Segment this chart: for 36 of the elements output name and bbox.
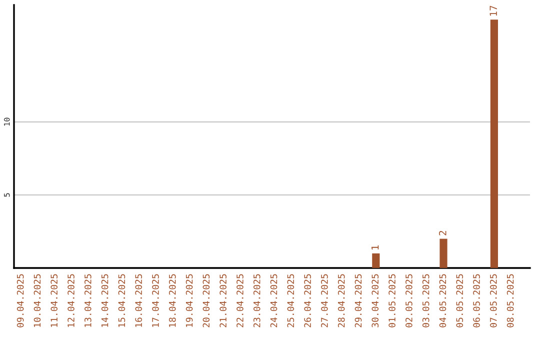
x-tick-label: 17.04.2025: [152, 274, 159, 327]
x-tick-label: 13.04.2025: [84, 274, 92, 327]
bar: [490, 20, 498, 268]
x-tick-label: 01.05.2025: [388, 274, 396, 328]
x-tick-label: 18.04.2025: [168, 274, 176, 327]
x-tick-label: 25.04.2025: [287, 274, 294, 328]
x-tick-label: 30.04.2025: [372, 274, 379, 328]
data-label: 1: [372, 245, 379, 250]
x-tick-label: 03.05.2025: [422, 274, 430, 328]
x-tick-label: 29.04.2025: [354, 274, 362, 328]
x-tick-label: 11.04.2025: [50, 274, 58, 327]
x-tick-label: 24.04.2025: [270, 274, 278, 328]
x-tick-label: 05.05.2025: [456, 274, 464, 328]
x-tick-label: 06.05.2025: [473, 274, 480, 328]
x-tick-label: 09.04.2025: [16, 274, 24, 328]
x-tick-label: 16.04.2025: [135, 274, 142, 327]
bar: [440, 238, 448, 268]
bar: [372, 253, 380, 268]
x-tick-label: 12.04.2025: [68, 274, 74, 327]
x-tick-label: 10.04.2025: [34, 274, 41, 327]
x-tick-label: 15.04.2025: [118, 274, 126, 327]
x-tick-label: 04.05.2025: [439, 274, 446, 328]
data-label: 17: [490, 6, 497, 16]
x-tick-label: 22.04.2025: [236, 274, 244, 328]
x-tick-label: 28.04.2025: [338, 274, 345, 328]
x-tick-label: 26.04.2025: [304, 274, 311, 328]
x-tick-label: 08.05.2025: [506, 274, 514, 328]
data-label: 2: [438, 230, 446, 236]
x-tick-label: 27.04.2025: [321, 274, 328, 328]
x-tick-label: 19.04.2025: [186, 274, 193, 327]
x-tick-label: 21.04.2025: [220, 274, 226, 328]
x-tick-label: 23.04.2025: [253, 274, 260, 328]
x-tick-label: 20.04.2025: [202, 274, 210, 328]
x-tick-label: 02.05.2025: [406, 274, 412, 328]
x-tick-label: 07.05.2025: [490, 274, 497, 328]
x-tick-label: 14.04.2025: [101, 274, 108, 327]
